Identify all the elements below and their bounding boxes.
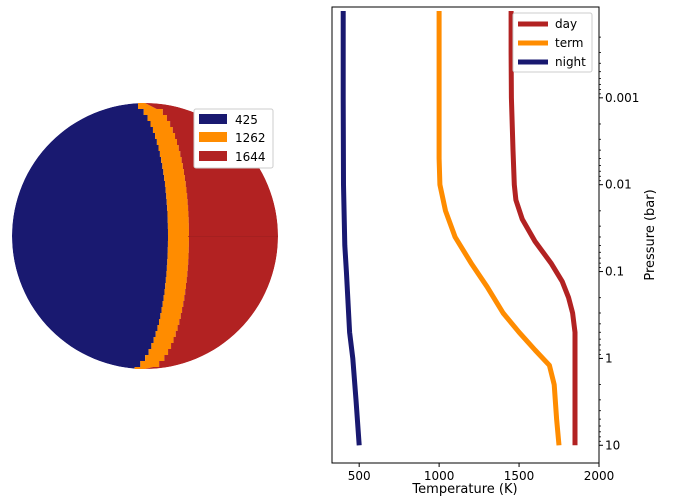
planet-night-region: [12, 103, 168, 369]
x-axis-label: Temperature (K): [411, 482, 517, 497]
x-tick-label: 500: [348, 469, 371, 483]
planet-day-region: [145, 103, 278, 369]
plot-frame: [331, 6, 600, 464]
y-tick-label: 10: [605, 438, 620, 452]
profile-lines: [340, 11, 578, 446]
planet-legend-label-night: 425: [235, 113, 258, 127]
planet-disk: [12, 103, 278, 369]
y-tick-label: 0.001: [605, 91, 639, 105]
x-tick-label: 2000: [584, 469, 615, 483]
profile-legend-box: [512, 12, 593, 73]
tp-profile-chart: 500 1000 1500 2000 0.001 0.01 0.1 1 10 Temperat…: [331, 6, 658, 497]
series-line-term: [436, 11, 562, 446]
x-tick-label: 1000: [424, 469, 455, 483]
profile-legend: day term night: [512, 12, 593, 73]
y-tick-label: 0.01: [605, 178, 632, 192]
planet-legend-swatch-night: [199, 114, 227, 124]
planet-legend-label-day: 1644: [235, 150, 266, 164]
planet-legend-swatch-term: [199, 132, 227, 142]
planet-legend-label-term: 1262: [235, 131, 266, 145]
planet-terminator-region: [134, 103, 189, 369]
planet-legend-swatch-day: [199, 151, 227, 161]
profile-legend-label-term: term: [555, 36, 584, 50]
x-axis-ticks: 500 1000 1500 2000: [348, 463, 615, 483]
series-line-night: [340, 11, 362, 446]
y-tick-label: 0.1: [605, 265, 624, 279]
y-tick-label: 1: [605, 351, 613, 365]
series-line-day: [508, 11, 578, 446]
x-tick-label: 1500: [504, 469, 535, 483]
y-axis-ticks: 0.001 0.01 0.1 1 10: [599, 36, 639, 452]
planet-legend: 425 1262 1644: [193, 108, 274, 169]
y-axis-label: Pressure (bar): [643, 189, 658, 280]
profile-legend-label-night: night: [555, 55, 586, 69]
profile-legend-label-day: day: [555, 17, 577, 31]
